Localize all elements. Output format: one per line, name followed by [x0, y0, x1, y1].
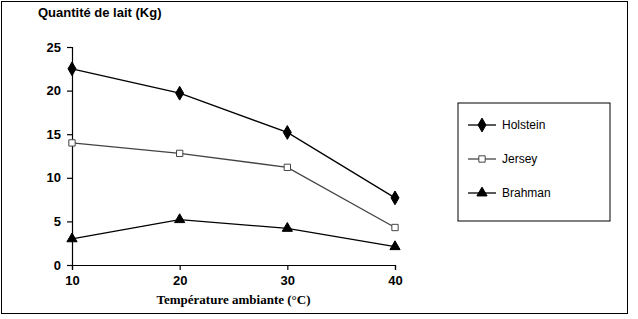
y-tick: 0 [54, 258, 72, 273]
series-marker [69, 140, 75, 146]
y-tick-label: 25 [47, 40, 61, 55]
x-tick-mark [395, 265, 396, 270]
series-marker [282, 222, 292, 231]
series-marker [391, 191, 399, 205]
legend-box [458, 103, 610, 221]
y-axis-title: Quantité de lait (Kg) [38, 5, 162, 20]
y-tick-mark [67, 265, 72, 266]
y-tick: 15 [47, 127, 72, 142]
y-tick: 5 [54, 214, 72, 229]
legend: Holstein Jersey Brahman [458, 103, 610, 221]
y-axis: 0 5 10 15 20 25 [47, 40, 73, 273]
series-marker [390, 241, 400, 250]
series-marker [67, 233, 77, 242]
x-tick: 10 [65, 265, 79, 288]
y-tick: 20 [47, 83, 72, 98]
series-marker [177, 150, 183, 156]
y-tick-mark [67, 178, 72, 179]
x-axis-line [73, 266, 396, 271]
x-tick-label: 10 [65, 273, 79, 288]
x-tick: 40 [388, 265, 402, 288]
x-tick-label: 20 [173, 273, 187, 288]
chart: 10 20 30 40 0 5 10 15 20 25 Quantité de lait (Kg) T… [0, 0, 638, 319]
series-marker [68, 62, 76, 76]
x-tick: 20 [173, 265, 187, 288]
y-tick: 25 [47, 40, 72, 55]
y-tick-label: 20 [47, 83, 61, 98]
x-tick-label: 30 [281, 273, 295, 288]
y-tick-label: 5 [54, 214, 61, 229]
plot-area [67, 62, 400, 250]
legend-marker [477, 187, 487, 196]
series-marker [284, 164, 290, 170]
series-marker [392, 224, 398, 230]
x-tick-label: 40 [388, 273, 402, 288]
y-tick-mark [67, 47, 72, 48]
y-tick-mark [67, 134, 72, 135]
series-marker [176, 86, 184, 100]
y-tick-label: 15 [47, 127, 61, 142]
x-tick-mark [287, 265, 288, 270]
legend-marker [478, 118, 486, 132]
y-tick-mark [67, 90, 72, 91]
series-line [72, 220, 395, 247]
series-line [72, 143, 395, 228]
x-axis-title: Température ambiante (°C) [157, 292, 311, 307]
y-tick-mark [67, 221, 72, 222]
legend-label: Holstein [502, 118, 545, 132]
series-marker [283, 126, 291, 140]
legend-label: Jersey [502, 152, 537, 166]
x-tick-mark [180, 265, 181, 270]
y-tick: 10 [47, 170, 72, 185]
legend-marker [479, 156, 485, 162]
series-marker [175, 214, 185, 223]
frame [2, 2, 628, 314]
legend-label: Brahman [502, 186, 551, 200]
x-axis: 10 20 30 40 [65, 265, 402, 288]
y-tick-label: 10 [47, 170, 61, 185]
y-tick-label: 0 [54, 258, 61, 273]
series-line [72, 69, 395, 198]
x-tick: 30 [281, 265, 295, 288]
